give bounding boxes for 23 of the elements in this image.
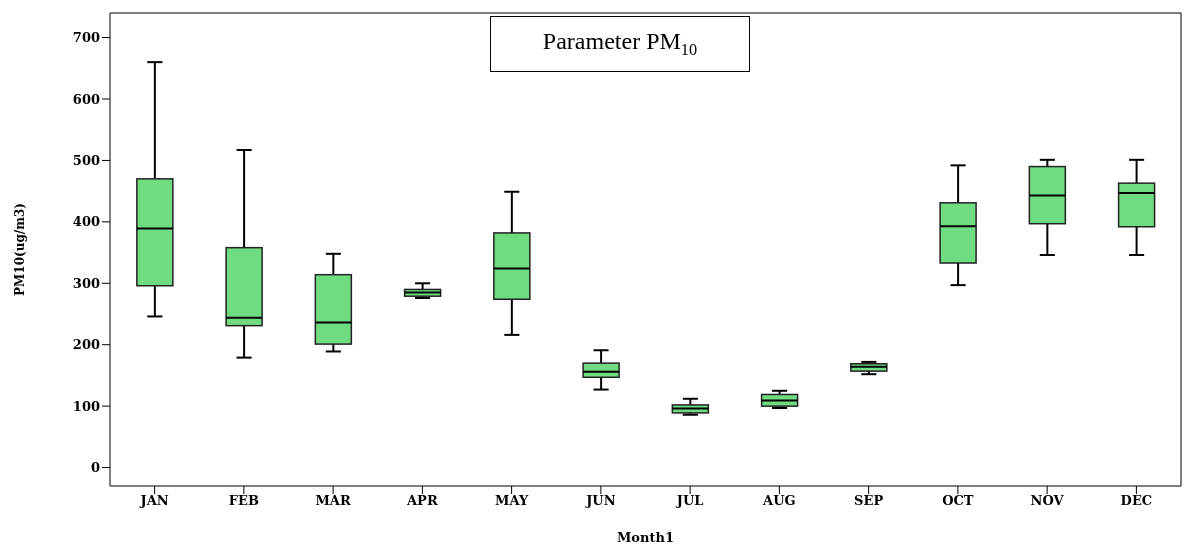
x-tick-label: OCT (942, 493, 974, 509)
y-tick-label: 700 (72, 30, 100, 46)
x-tick-label: APR (406, 493, 438, 509)
x-tick-label: FEB (228, 493, 259, 509)
x-tick-label: DEC (1120, 493, 1153, 509)
y-tick-label: 300 (72, 275, 100, 291)
y-tick-label: 600 (72, 91, 100, 107)
y-tick-label: 100 (72, 398, 100, 414)
x-tick-label: AUG (762, 493, 796, 509)
text: Parameter PM$_{10}$ (542, 28, 698, 60)
x-tick-label: NOV (1030, 493, 1065, 509)
y-tick-label: 200 (72, 337, 100, 353)
y-axis-title: PM10(ug/m3) (13, 203, 28, 296)
x-tick-label: JUL (675, 493, 704, 509)
y-tick-label: 500 (72, 153, 100, 169)
x-tick-label: JAN (139, 493, 169, 509)
x-tick-label: MAR (315, 493, 351, 509)
y-tick-label: 400 (72, 214, 100, 230)
x-tick-label: JUN (585, 493, 616, 509)
y-tick-label: 0 (90, 460, 100, 476)
x-tick-label: SEP (854, 493, 884, 509)
x-tick-label: MAY (495, 493, 529, 509)
x-axis-title: Month1 (616, 530, 675, 545)
